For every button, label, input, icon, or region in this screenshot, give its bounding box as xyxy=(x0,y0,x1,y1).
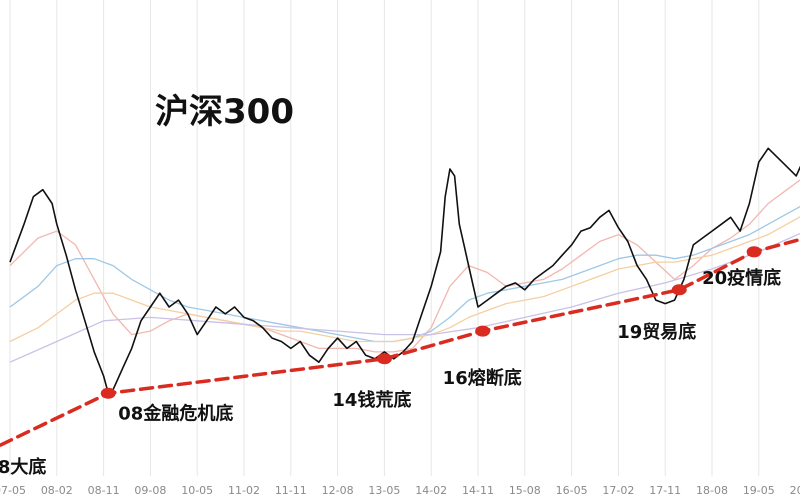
annotation-label: 08金融危机底 xyxy=(118,402,233,424)
annotation-label: 20疫情底 xyxy=(702,267,781,289)
ticks-layer: 07-05 08-02 08-11 09-08 10-05 11-02 11-11 12-08… xyxy=(0,484,800,497)
x-tick-label: 13-05 xyxy=(368,484,400,497)
x-tick-label: 07-05 xyxy=(0,484,26,497)
x-tick-label: 17-11 xyxy=(649,484,681,497)
x-tick-label: 10-05 xyxy=(181,484,213,497)
x-tick-label: 17-02 xyxy=(602,484,634,497)
bottom-marker xyxy=(671,284,687,296)
x-tick-label: 09-08 xyxy=(134,484,166,497)
x-tick-label: 08-11 xyxy=(88,484,120,497)
series-layer xyxy=(9,147,800,395)
annotation-layer: 08大底 08金融危机底 14钱荒底 16熔断底 19贸易底 20疫情底 xyxy=(0,246,781,478)
annotation-label: 19贸易底 xyxy=(617,321,696,343)
x-tick-label: 15-08 xyxy=(509,484,541,497)
x-tick-label: 14-02 xyxy=(415,484,447,497)
x-tick-label: 19-05 xyxy=(743,484,775,497)
series-line-index xyxy=(9,147,800,395)
annotation-label: 16熔断底 xyxy=(443,367,522,389)
bottom-marker xyxy=(475,325,491,337)
bottom-marker xyxy=(746,246,762,258)
bottom-marker xyxy=(100,387,116,399)
x-tick-label: 12-08 xyxy=(322,484,354,497)
chart-title: 沪深300 xyxy=(155,92,294,132)
annotation-label: 08大底 xyxy=(0,456,46,478)
x-tick-label: 11-02 xyxy=(228,484,260,497)
x-tick-label: 14-11 xyxy=(462,484,494,497)
bottom-marker xyxy=(376,353,392,365)
x-tick-label: 18-08 xyxy=(696,484,728,497)
x-tick-label: 16-05 xyxy=(556,484,588,497)
annotation-label: 14钱荒底 xyxy=(332,389,411,411)
x-tick-label: 08-02 xyxy=(41,484,73,497)
series-line-ma-0 xyxy=(9,179,800,353)
x-tick-label: 11-11 xyxy=(275,484,307,497)
x-tick-label: 20-02 xyxy=(790,484,800,497)
